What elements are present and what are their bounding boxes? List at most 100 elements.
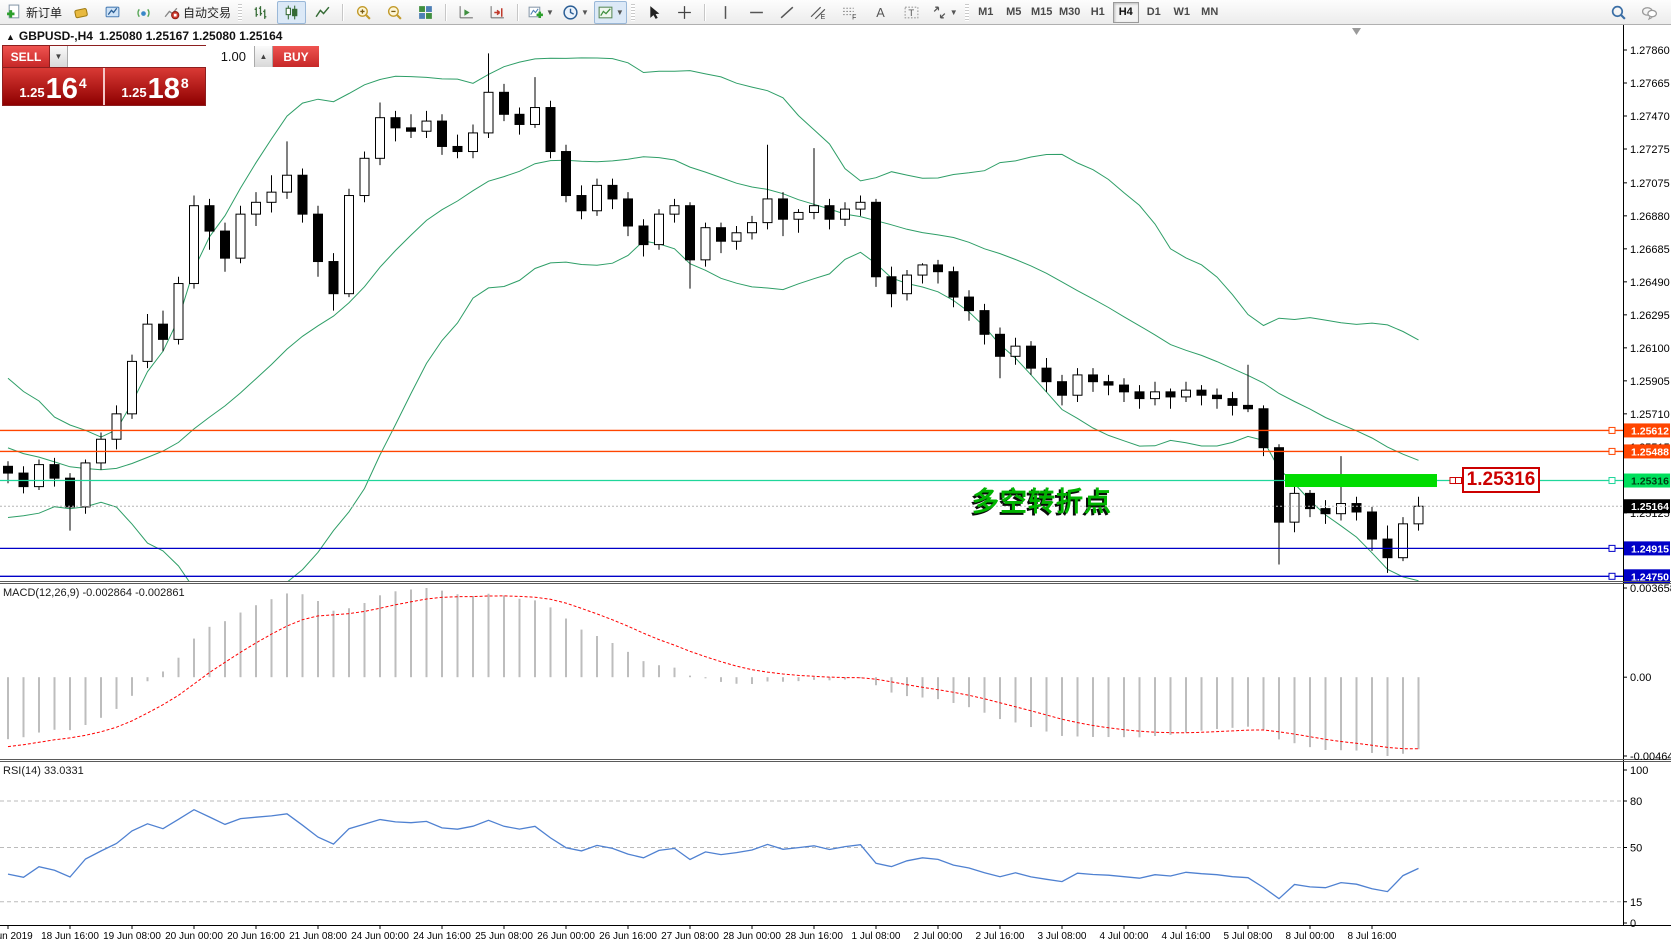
chart-profile-icon [74,7,88,18]
annotation-text[interactable]: 多空转折点 [972,487,1112,517]
text-label-button[interactable]: T [897,1,926,24]
dropdown-arrow-icon: ▼ [580,7,589,17]
chat-icon [1641,6,1658,20]
tf-h1[interactable]: H1 [1090,6,1105,18]
chat-button[interactable] [1635,1,1664,24]
indicators-icon [528,6,543,18]
svg-text:1 Jul 08:00: 1 Jul 08:00 [852,931,901,942]
channel-button[interactable]: E [804,1,833,24]
bar-chart-button[interactable] [246,1,275,24]
svg-text:-0.004645: -0.004645 [1630,751,1671,763]
signals-button[interactable] [129,1,158,24]
chart-shift-button[interactable] [483,1,512,24]
indicators-button[interactable]: ▼ [524,1,557,24]
horizontal-levels[interactable]: 1.25612 1.25488 1.25316 1.24915 1.24750 [0,423,1670,584]
new-order-label: 新订单 [26,5,63,20]
rsi-value: 33.0331 [43,765,84,777]
cursor-button[interactable] [639,1,668,24]
svg-text:E: E [820,13,825,20]
svg-text:8 Jul 16:00: 8 Jul 16:00 [1348,931,1397,942]
svg-text:24 Jun 00:00: 24 Jun 00:00 [351,931,409,942]
sell-price-display[interactable]: 1.25 16 4 [3,68,105,105]
web-terminal-button[interactable] [98,1,127,24]
autotrading-label: 自动交易 [183,5,232,20]
symbol-arrow-icon: ▲ [6,32,15,42]
tf-mn[interactable]: MN [1201,6,1219,18]
volume-decrease-button[interactable]: ▼ [50,46,68,67]
zoom-out-button[interactable] [380,1,409,24]
svg-text:1.26295: 1.26295 [1630,310,1670,322]
tf-m15[interactable]: M15 [1031,6,1053,18]
rsi-indicator: 100 80 50 15 0 [0,765,1648,930]
line-chart-icon [315,6,330,17]
current-price-line: 1.25164 [0,499,1670,514]
volume-increase-button[interactable]: ▲ [255,46,273,67]
fibonacci-button[interactable]: F [835,1,864,24]
vertical-line-icon [724,5,727,19]
svg-text:20 Jun 00:00: 20 Jun 00:00 [165,931,223,942]
zoom-in-button[interactable] [349,1,378,24]
svg-text:T: T [908,8,914,19]
buy-price-pip: 8 [180,75,189,91]
tf-w1[interactable]: W1 [1173,6,1190,18]
autotrading-icon [164,7,180,19]
tf-m5[interactable]: M5 [1006,6,1022,18]
one-click-trade-panel: SELL ▼ ▲ BUY 1.25 16 4 1.25 18 8 [2,45,319,106]
svg-text:80: 80 [1630,796,1642,808]
crosshair-button[interactable] [670,1,699,24]
horizontal-line-button[interactable] [742,1,771,24]
arrows-button[interactable]: ▼ [928,1,961,24]
svg-text:24 Jun 16:00: 24 Jun 16:00 [413,931,471,942]
callout-price: 1.25316 [1466,469,1536,490]
svg-text:1.24750: 1.24750 [1631,571,1669,583]
line-chart-button[interactable] [308,1,337,24]
tf-m1[interactable]: M1 [978,6,994,18]
chart-shift-marker [1352,28,1361,35]
auto-scroll-icon [459,5,473,18]
toolbar-separator [445,3,448,21]
chart-profile-button[interactable] [67,1,96,24]
svg-text:8 Jun 2019: 8 Jun 2019 [0,931,33,942]
periods-button[interactable]: ▼ [559,1,592,24]
bar-chart-icon [254,5,267,19]
new-order-button[interactable]: 新订单 [3,1,65,24]
candlestick-chart-button[interactable] [277,0,307,24]
highlight-bar[interactable] [1285,474,1457,488]
toolbar-separator [342,3,345,21]
tf-m30[interactable]: M30 [1059,6,1081,18]
sell-price-prefix: 1.25 [19,85,45,100]
auto-scroll-button[interactable] [452,1,481,24]
svg-text:25 Jun 08:00: 25 Jun 08:00 [475,931,533,942]
price-callout[interactable]: 1.25316 [1455,467,1540,493]
buy-button[interactable]: BUY [273,46,319,67]
search-button[interactable] [1604,1,1633,24]
tf-d1[interactable]: D1 [1146,6,1161,18]
svg-text:1.26100: 1.26100 [1630,343,1670,355]
macd-title: MACD(12,26,9) [3,587,80,599]
autotrading-button[interactable]: 自动交易 [160,1,234,24]
svg-text:1.25905: 1.25905 [1630,376,1670,388]
templates-button[interactable]: ▼ [593,0,627,24]
chart-canvas[interactable]: 1.27860 1.27665 1.27470 1.27275 1.27075 1.268… [0,25,1671,946]
svg-text:26 Jun 00:00: 26 Jun 00:00 [537,931,595,942]
buy-price-big: 18 [147,73,180,105]
vertical-line-button[interactable] [711,1,740,24]
svg-text:28 Jun 00:00: 28 Jun 00:00 [723,931,781,942]
svg-text:20 Jun 16:00: 20 Jun 16:00 [227,931,285,942]
svg-text:0: 0 [1630,918,1636,930]
horizontal-line-icon [749,11,763,13]
toolbar-grip [964,3,969,21]
volume-input[interactable] [68,46,255,67]
text-button[interactable]: A [866,1,895,24]
macd-indicator: 0.003658 0.00 -0.004645 [7,583,1671,763]
tile-windows-icon [419,5,432,19]
tile-windows-button[interactable] [411,1,440,24]
new-order-icon [7,4,20,18]
tf-h4[interactable]: H4 [1112,1,1139,23]
svg-text:1.26490: 1.26490 [1630,277,1670,289]
svg-text:100: 100 [1630,765,1648,777]
svg-text:1.26685: 1.26685 [1630,244,1670,256]
sell-button[interactable]: SELL [3,46,50,67]
trendline-button[interactable] [773,1,802,24]
buy-price-display[interactable]: 1.25 18 8 [105,68,205,105]
